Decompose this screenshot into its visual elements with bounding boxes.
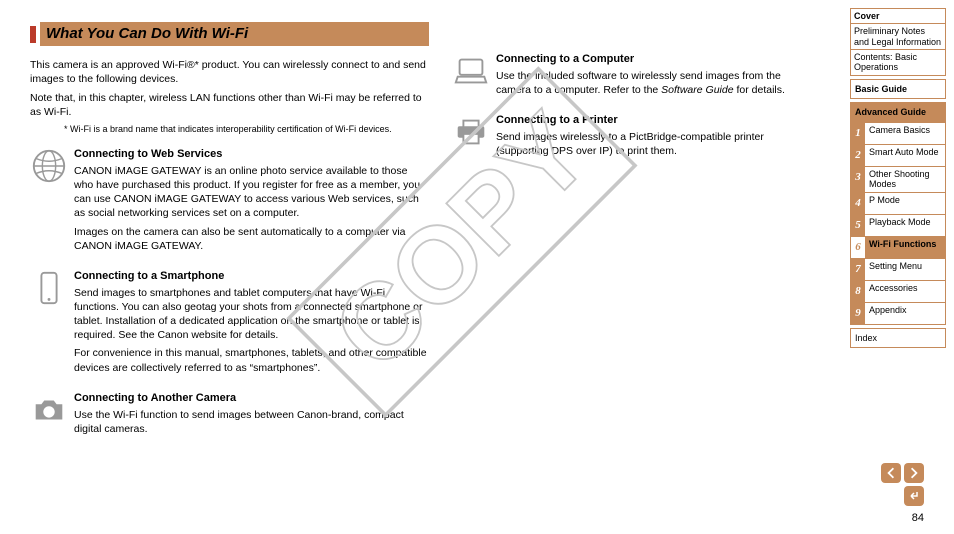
section-title: Connecting to a Computer [496, 52, 812, 67]
printer-icon [452, 113, 496, 162]
nav-adv-label: P Mode [865, 193, 945, 214]
intro-block: This camera is an approved Wi-Fi®* produ… [30, 58, 428, 135]
nav-adv-num: 2 [851, 145, 865, 166]
section-computer: Connecting to a Computer Use the include… [452, 52, 812, 101]
section-title: Connecting to Another Camera [74, 391, 428, 406]
page-title-bar: What You Can Do With Wi-Fi [30, 22, 429, 46]
computer-icon [452, 52, 496, 101]
nav-adv-item-7[interactable]: 7Setting Menu [851, 259, 945, 281]
nav-adv-num: 9 [851, 303, 865, 324]
nav-adv-num: 8 [851, 281, 865, 302]
globe-icon [30, 147, 74, 257]
section-para: Use the Wi-Fi function to send images be… [74, 408, 428, 436]
nav-advanced-header[interactable]: Advanced Guide [850, 102, 946, 122]
section-para: Use the included software to wirelessly … [496, 69, 812, 97]
nav-adv-label: Playback Mode [865, 215, 945, 236]
nav-adv-label: Setting Menu [865, 259, 945, 280]
page-title: What You Can Do With Wi-Fi [40, 22, 429, 46]
intro-line: Note that, in this chapter, wireless LAN… [30, 91, 428, 119]
next-page-button[interactable] [904, 463, 924, 483]
footnote: * Wi-Fi is a brand name that indicates i… [64, 123, 424, 135]
columns: This camera is an approved Wi-Fi®* produ… [30, 52, 840, 440]
nav-adv-item-1[interactable]: 1Camera Basics [851, 123, 945, 145]
section-para: Images on the camera can also be sent au… [74, 225, 428, 253]
page-title-wrap: What You Can Do With Wi-Fi [30, 22, 840, 46]
section-text: Connecting to Web Services CANON iMAGE G… [74, 147, 428, 257]
nav-adv-num: 7 [851, 259, 865, 280]
prev-page-button[interactable] [881, 463, 901, 483]
section-title: Connecting to Web Services [74, 147, 428, 162]
section-web-services: Connecting to Web Services CANON iMAGE G… [30, 147, 428, 257]
section-para: For convenience in this manual, smartpho… [74, 346, 428, 374]
left-column: This camera is an approved Wi-Fi®* produ… [30, 52, 428, 440]
nav-adv-num: 3 [851, 167, 865, 193]
nav-adv-item-8[interactable]: 8Accessories [851, 281, 945, 303]
nav-advanced-list: 1Camera Basics2Smart Auto Mode3Other Sho… [850, 122, 946, 325]
section-title: Connecting to a Printer [496, 113, 812, 128]
nav-adv-label: Accessories [865, 281, 945, 302]
nav-adv-item-2[interactable]: 2Smart Auto Mode [851, 145, 945, 167]
page-root: What You Can Do With Wi-Fi This camera i… [0, 0, 954, 534]
nav-adv-num: 4 [851, 193, 865, 214]
content-area: What You Can Do With Wi-Fi This camera i… [30, 22, 840, 440]
section-para: Send images to smartphones and tablet co… [74, 286, 428, 343]
camera-icon [30, 391, 74, 440]
section-printer: Connecting to a Printer Send images wire… [452, 113, 812, 162]
nav-prelim[interactable]: Preliminary Notes and Legal Information [851, 24, 945, 50]
smartphone-icon [30, 269, 74, 379]
section-smartphone: Connecting to a Smartphone Send images t… [30, 269, 428, 379]
nav-adv-label: Other Shooting Modes [865, 167, 945, 193]
section-title: Connecting to a Smartphone [74, 269, 428, 284]
section-para: Send images wirelessly to a PictBridge-c… [496, 130, 812, 158]
nav-adv-item-3[interactable]: 3Other Shooting Modes [851, 167, 945, 194]
nav-adv-num: 1 [851, 123, 865, 144]
nav-top-block: Cover Preliminary Notes and Legal Inform… [850, 8, 946, 76]
nav-adv-label: Camera Basics [865, 123, 945, 144]
section-para: CANON iMAGE GATEWAY is an online photo s… [74, 164, 428, 221]
title-accent [30, 26, 36, 43]
nav-adv-num: 6 [851, 237, 865, 258]
nav-cover[interactable]: Cover [851, 9, 945, 24]
nav-adv-item-9[interactable]: 9Appendix [851, 303, 945, 324]
page-number: 84 [912, 511, 924, 526]
nav-adv-label: Appendix [865, 303, 945, 324]
nav-sidebar: Cover Preliminary Notes and Legal Inform… [850, 8, 946, 348]
nav-adv-item-6[interactable]: 6Wi-Fi Functions [851, 237, 945, 259]
nav-adv-item-4[interactable]: 4P Mode [851, 193, 945, 215]
section-text: Connecting to Another Camera Use the Wi-… [74, 391, 428, 440]
section-text: Connecting to a Computer Use the include… [496, 52, 812, 101]
nav-basic-guide[interactable]: Basic Guide [850, 79, 946, 99]
section-text: Connecting to a Printer Send images wire… [496, 113, 812, 162]
return-button[interactable] [904, 486, 924, 506]
right-column: Connecting to a Computer Use the include… [452, 52, 812, 440]
nav-index[interactable]: Index [850, 328, 946, 348]
nav-contents[interactable]: Contents: Basic Operations [851, 50, 945, 75]
pager [881, 463, 924, 506]
section-text: Connecting to a Smartphone Send images t… [74, 269, 428, 379]
nav-adv-item-5[interactable]: 5Playback Mode [851, 215, 945, 237]
nav-adv-label: Smart Auto Mode [865, 145, 945, 166]
intro-line: This camera is an approved Wi-Fi®* produ… [30, 58, 428, 86]
section-camera: Connecting to Another Camera Use the Wi-… [30, 391, 428, 440]
nav-adv-label: Wi-Fi Functions [865, 237, 945, 258]
nav-adv-num: 5 [851, 215, 865, 236]
